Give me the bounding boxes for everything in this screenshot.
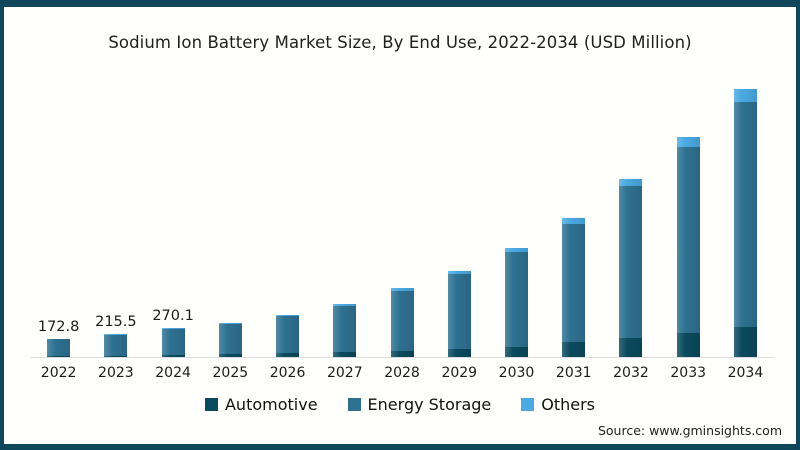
chart-title: Sodium Ion Battery Market Size, By End U… (108, 33, 692, 52)
bar-segment-automotive-2024 (161, 355, 185, 357)
bar-segment-energy-storage-2032 (619, 185, 643, 338)
bar-segment-automotive-2030 (504, 346, 528, 357)
bars: 172.8 215.5 270.1 (30, 77, 774, 357)
bar-2033 (676, 137, 700, 357)
bar-2025 (218, 322, 242, 357)
bar-column-2026 (259, 77, 316, 357)
legend-swatch-icon (521, 398, 535, 411)
bar-segment-others-2024 (161, 328, 185, 330)
bar-2022 (47, 338, 71, 357)
bar-segment-automotive-2029 (447, 348, 471, 357)
bar-segment-others-2025 (218, 322, 242, 324)
bar-2034 (733, 89, 757, 357)
x-axis-label-2023: 2023 (98, 365, 134, 381)
bar-segment-energy-storage-2024 (161, 329, 185, 356)
bar-segment-automotive-2023 (104, 355, 128, 357)
bar-segment-automotive-2027 (333, 351, 357, 357)
x-axis-label-2024: 2024 (155, 365, 191, 381)
bar-column-2022: 172.8 (30, 77, 87, 357)
bar-column-2025 (202, 77, 259, 357)
bar-2030 (504, 247, 528, 357)
bar-segment-automotive-2033 (676, 333, 700, 357)
bar-column-2027 (316, 77, 373, 357)
x-axis-label-2027: 2027 (326, 365, 363, 381)
bar-2028 (390, 288, 414, 357)
bar-segment-others-2032 (619, 178, 643, 186)
bar-column-2032 (602, 77, 659, 357)
x-axis-label-2028: 2028 (384, 365, 420, 381)
legend-label: Energy Storage (367, 395, 492, 414)
bar-2032 (619, 178, 643, 357)
legend-label: Automotive (224, 395, 318, 414)
bar-segment-others-2029 (447, 270, 471, 274)
bar-column-2024: 270.1 (144, 77, 201, 357)
bar-segment-energy-storage-2026 (276, 316, 300, 354)
bar-segment-others-2030 (504, 247, 528, 252)
bar-column-2034 (717, 77, 774, 357)
source-attribution: Source: www.gminsights.com (597, 423, 782, 438)
legend: Automotive Energy Storage Others (4, 395, 796, 414)
legend-label: Others (541, 395, 596, 414)
bar-column-2031 (545, 77, 602, 357)
bar-segment-others-2026 (276, 314, 300, 317)
bar-segment-energy-storage-2025 (218, 323, 242, 355)
bar-column-2029 (431, 77, 488, 357)
bar-segment-energy-storage-2029 (447, 273, 471, 349)
bar-segment-energy-storage-2031 (562, 223, 586, 343)
bar-segment-automotive-2028 (390, 351, 414, 357)
bar-segment-others-2023 (104, 333, 128, 335)
bar-column-2023: 215.5 (87, 77, 144, 357)
bar-segment-automotive-2025 (218, 354, 242, 357)
bar-value-label-2024: 270.1 (152, 308, 194, 325)
bar-segment-automotive-2026 (276, 353, 300, 357)
legend-swatch-icon (347, 398, 361, 411)
x-axis-label-2026: 2026 (269, 365, 306, 381)
bar-value-label-2022: 172.8 (37, 318, 80, 335)
bar-column-2030 (488, 77, 545, 357)
bar-segment-automotive-2034 (733, 327, 757, 357)
bar-segment-energy-storage-2030 (504, 251, 528, 347)
bar-column-2033 (660, 77, 717, 357)
bar-2026 (276, 314, 300, 357)
bar-segment-others-2034 (733, 89, 757, 103)
legend-item-automotive: Automotive (204, 395, 318, 414)
bar-segment-others-2031 (562, 217, 586, 224)
bar-2024 (161, 328, 185, 357)
x-axis-line (30, 357, 774, 358)
bar-2023 (104, 333, 128, 357)
bar-segment-automotive-2031 (562, 342, 586, 357)
legend-swatch-icon (204, 398, 218, 411)
x-axis-label-2022: 2022 (40, 365, 77, 381)
bar-segment-others-2027 (333, 304, 357, 307)
bar-2031 (562, 217, 586, 357)
bar-segment-others-2028 (390, 288, 414, 292)
x-axis-label-2025: 2025 (212, 365, 249, 381)
x-axis-label-2034: 2034 (727, 365, 764, 381)
legend-item-energy-storage: Energy Storage (347, 395, 492, 414)
x-axis-label-2029: 2029 (441, 365, 478, 381)
bar-segment-energy-storage-2022 (47, 338, 71, 356)
x-axis-label-2030: 2030 (498, 365, 535, 381)
bar-2029 (447, 270, 471, 357)
bar-segment-energy-storage-2028 (390, 291, 414, 352)
x-axis-label-2033: 2033 (670, 365, 707, 381)
legend-item-others: Others (521, 395, 595, 414)
x-axis-label-2032: 2032 (613, 365, 649, 381)
bar-segment-others-2033 (676, 137, 700, 147)
x-axis-labels: 2022 2023 2024 2025 2026 2027 2028 2029 2030 2031… (30, 365, 774, 381)
bar-segment-energy-storage-2023 (104, 334, 128, 356)
bar-segment-energy-storage-2027 (333, 306, 357, 352)
bar-segment-automotive-2032 (619, 337, 643, 357)
bar-segment-energy-storage-2033 (676, 146, 700, 334)
bar-2027 (333, 304, 357, 357)
x-axis-label-2031: 2031 (555, 365, 592, 381)
bar-segment-automotive-2022 (47, 355, 71, 357)
bar-segment-energy-storage-2034 (733, 102, 757, 328)
bar-value-label-2023: 215.5 (95, 313, 137, 330)
bar-column-2028 (373, 77, 430, 357)
